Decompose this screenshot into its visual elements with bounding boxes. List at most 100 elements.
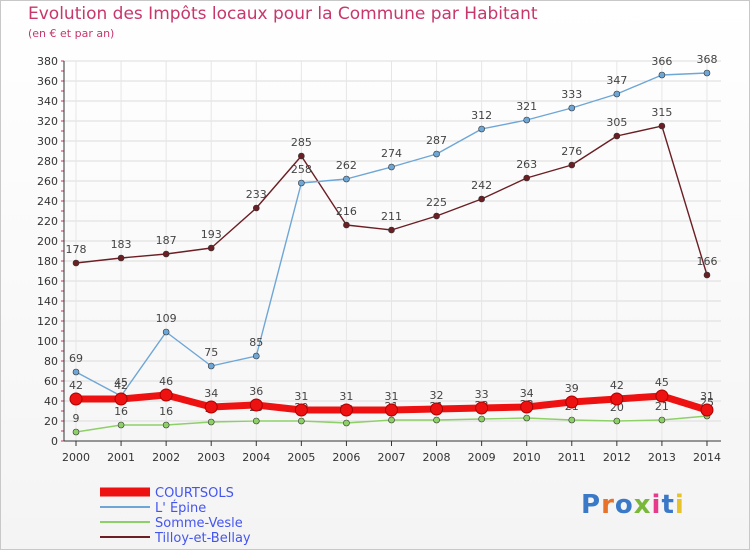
data-point xyxy=(700,403,714,417)
x-tick-label: 2004 xyxy=(242,451,270,464)
x-tick-label: 2000 xyxy=(62,451,90,464)
data-point xyxy=(655,389,669,403)
y-tick-label: 40 xyxy=(44,395,58,408)
data-point xyxy=(384,403,398,417)
y-tick-label: 240 xyxy=(37,195,58,208)
data-label: 216 xyxy=(336,205,357,218)
x-tick-label: 2002 xyxy=(152,451,180,464)
legend-label: Somme-Vesle xyxy=(155,516,243,531)
x-tick-label: 2006 xyxy=(332,451,360,464)
data-point xyxy=(568,104,576,112)
data-point xyxy=(343,175,350,183)
data-point xyxy=(298,179,305,187)
data-point xyxy=(117,421,125,429)
x-tick-label: 2013 xyxy=(648,451,676,464)
legend-item: COURTSOLS xyxy=(100,486,234,501)
data-label: 45 xyxy=(114,376,128,389)
data-point xyxy=(565,395,579,409)
data-label: 258 xyxy=(291,163,312,176)
data-point xyxy=(159,388,173,402)
data-label: 285 xyxy=(291,136,312,149)
data-point xyxy=(523,174,531,182)
y-tick-label: 200 xyxy=(37,235,58,248)
data-label: 34 xyxy=(204,387,218,400)
data-point xyxy=(252,204,260,212)
y-tick-label: 140 xyxy=(37,295,58,308)
data-point xyxy=(658,122,666,130)
data-label: 368 xyxy=(696,53,717,66)
data-point xyxy=(72,428,80,436)
legend-item: Somme-Vesle xyxy=(100,516,243,531)
y-tick-label: 120 xyxy=(37,315,58,328)
data-label: 276 xyxy=(561,145,582,158)
data-point xyxy=(252,352,260,360)
axes: 0 20 40 60 80 100 120 140 160 180 200 220 240 260 280 3… xyxy=(37,55,721,464)
y-tick-label: 340 xyxy=(37,95,58,108)
data-label: 187 xyxy=(156,234,177,247)
y-tick-label: 320 xyxy=(37,115,58,128)
data-label: 193 xyxy=(201,228,222,241)
grid xyxy=(64,60,721,442)
logo-letter: o xyxy=(614,490,634,520)
x-tick-label: 2008 xyxy=(423,451,451,464)
data-point xyxy=(568,161,576,169)
x-tick-label: 2005 xyxy=(287,451,315,464)
data-point xyxy=(433,212,440,220)
chart-title: Evolution des Impôts locaux pour la Comm… xyxy=(28,4,538,24)
data-label: 69 xyxy=(69,352,83,365)
data-point xyxy=(478,195,485,203)
data-label: 166 xyxy=(696,255,717,268)
logo-letter: r xyxy=(601,490,615,520)
data-point xyxy=(433,416,440,424)
data-point xyxy=(207,418,215,426)
logo-letter: i xyxy=(674,490,685,520)
data-point xyxy=(388,163,395,171)
data-label: 9 xyxy=(73,412,80,425)
data-label: 287 xyxy=(426,134,447,147)
data-label: 274 xyxy=(381,147,402,160)
data-point xyxy=(475,401,489,415)
data-point xyxy=(658,416,666,424)
x-tick-label: 2010 xyxy=(513,451,541,464)
data-point xyxy=(568,416,576,424)
data-point xyxy=(478,415,485,423)
data-point xyxy=(610,392,624,406)
data-label: 321 xyxy=(516,100,537,113)
data-label: 183 xyxy=(111,238,132,251)
data-point xyxy=(613,90,621,98)
data-point xyxy=(252,417,260,425)
data-point xyxy=(613,417,621,425)
data-label: 21 xyxy=(655,400,669,413)
y-tick-label: 260 xyxy=(37,175,58,188)
data-label: 31 xyxy=(339,390,353,403)
data-label: 16 xyxy=(114,405,128,418)
logo-letter: x xyxy=(633,490,652,520)
series-tilloy-et-bellay: 178 183 187 193 233 285 216 211 225 242 263 276 305 3… xyxy=(66,106,717,279)
data-label: 31 xyxy=(384,390,398,403)
data-point xyxy=(162,250,170,258)
data-point xyxy=(388,416,395,424)
y-tick-label: 380 xyxy=(37,55,58,68)
data-label: 178 xyxy=(66,243,87,256)
data-label: 211 xyxy=(381,210,402,223)
y-tick-label: 160 xyxy=(37,275,58,288)
data-point xyxy=(294,403,308,417)
proxiti-logo: Proxiti xyxy=(581,490,685,520)
data-label: 333 xyxy=(561,88,582,101)
x-tick-label: 2014 xyxy=(693,451,721,464)
data-label: 31 xyxy=(294,390,308,403)
data-point xyxy=(117,254,125,262)
data-label: 315 xyxy=(651,106,672,119)
data-label: 242 xyxy=(471,179,492,192)
data-label: 31 xyxy=(700,390,714,403)
data-point xyxy=(343,419,350,427)
data-label: 16 xyxy=(159,405,173,418)
data-point xyxy=(523,414,531,422)
data-point xyxy=(703,271,711,279)
data-label: 312 xyxy=(471,109,492,122)
data-label: 39 xyxy=(565,382,579,395)
